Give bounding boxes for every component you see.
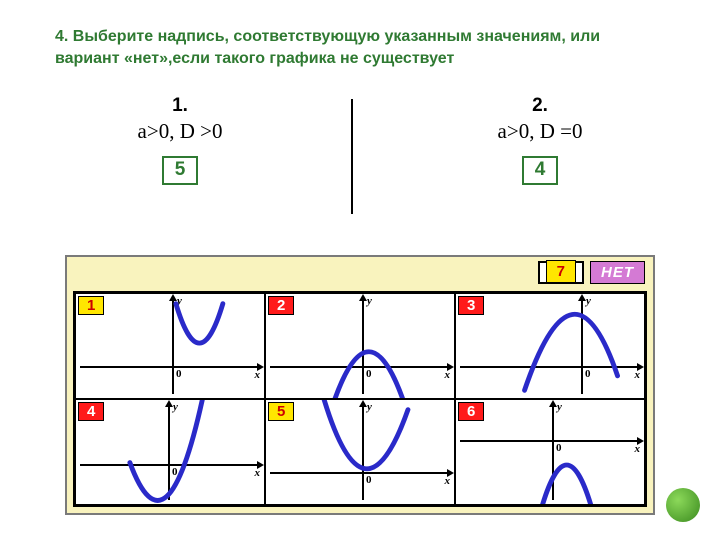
cell-label-5: 5 xyxy=(268,402,294,421)
vertical-divider xyxy=(351,99,353,214)
option-1: 1. a>0, D >0 5 xyxy=(0,95,360,185)
graph-cell-1[interactable]: 1yx0 xyxy=(75,293,265,399)
cell-label-2: 2 xyxy=(268,296,294,315)
cell-label-3: 3 xyxy=(458,296,484,315)
badge-7[interactable]: 7 xyxy=(546,260,576,283)
graph-cell-5[interactable]: 5yx0 xyxy=(265,399,455,505)
badge-7-box: 7 xyxy=(538,261,584,284)
graph-grid: 1yx02yx03yx0 4yx05yx06yx0 xyxy=(73,291,647,507)
graph-cell-3[interactable]: 3yx0 xyxy=(455,293,645,399)
cell-label-6: 6 xyxy=(458,402,484,421)
top-badge-row: 7 НЕТ xyxy=(538,261,645,284)
badge-net[interactable]: НЕТ xyxy=(590,261,645,284)
option-2-number: 2. xyxy=(360,95,720,117)
cell-label-1: 1 xyxy=(78,296,104,315)
options-row: 1. a>0, D >0 5 2. a>0, D =0 4 xyxy=(0,95,720,185)
option-2-answer: 4 xyxy=(522,156,559,185)
option-1-answer: 5 xyxy=(162,156,199,185)
graph-cell-4[interactable]: 4yx0 xyxy=(75,399,265,505)
decorative-green-dot xyxy=(666,488,700,522)
option-1-condition: a>0, D >0 xyxy=(0,119,360,144)
graph-cell-6[interactable]: 6yx0 xyxy=(455,399,645,505)
option-1-number: 1. xyxy=(0,95,360,117)
option-2-condition: a>0, D =0 xyxy=(360,119,720,144)
graph-cell-2[interactable]: 2yx0 xyxy=(265,293,455,399)
cell-label-4: 4 xyxy=(78,402,104,421)
question-title: 4. Выберите надпись, соответствующую ука… xyxy=(0,0,720,69)
option-2: 2. a>0, D =0 4 xyxy=(360,95,720,185)
graphs-panel: 7 НЕТ 1yx02yx03yx0 4yx05yx06yx0 xyxy=(65,255,655,515)
